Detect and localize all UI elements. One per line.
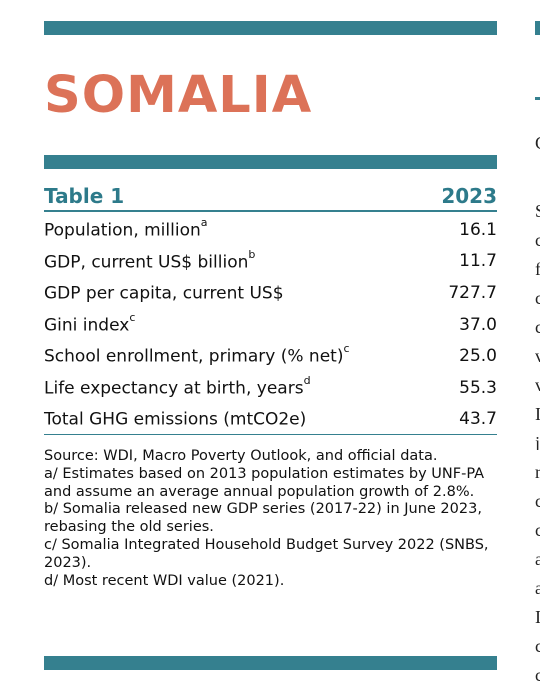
row-value: 55.3 bbox=[459, 377, 497, 398]
table-top-teal-bar bbox=[44, 155, 497, 169]
table-label: Table 1 bbox=[44, 184, 125, 208]
row-label: GDP per capita, current US$ bbox=[44, 283, 284, 304]
footnote-marker: b bbox=[248, 247, 256, 261]
adjacent-text-fragment: c bbox=[535, 320, 540, 334]
footnote-b: b/ Somalia released new GDP series (2017… bbox=[44, 501, 482, 536]
footnote-marker: c bbox=[129, 310, 136, 324]
row-label: Population, milliona bbox=[44, 215, 208, 241]
table-row: Life expectancy at birth, yearsd 55.3 bbox=[44, 372, 497, 404]
source-note: Source: WDI, Macro Poverty Outlook, and … bbox=[44, 448, 438, 464]
adjacent-text-fragment: c bbox=[535, 291, 540, 305]
table-row: Gini indexc 37.0 bbox=[44, 309, 497, 341]
adjacent-teal-bar bbox=[535, 21, 540, 35]
top-teal-bar bbox=[44, 21, 497, 35]
footnote-a: a/ Estimates based on 2013 population es… bbox=[44, 465, 485, 500]
table-row: GDP per capita, current US$ 727.7 bbox=[44, 277, 497, 309]
adjacent-text-fragment: c bbox=[535, 523, 540, 537]
adjacent-text-fragment: v bbox=[535, 349, 540, 363]
adjacent-text-fragment: S bbox=[535, 204, 540, 218]
row-label: Total GHG emissions (mtCO2e) bbox=[44, 409, 307, 430]
table-row: Population, milliona 16.1 bbox=[44, 214, 497, 246]
table-row: School enrollment, primary (% net)c 25.0 bbox=[44, 340, 497, 372]
adjacent-text-fragment: j bbox=[535, 436, 540, 450]
footnote-marker: c bbox=[343, 342, 350, 356]
adjacent-column-edge: C S c f c c v v I j r c c a a I c c bbox=[535, 0, 540, 696]
row-value: 43.7 bbox=[459, 408, 497, 429]
table-year: 2023 bbox=[441, 184, 497, 208]
row-value: 727.7 bbox=[448, 282, 497, 303]
table-row: Total GHG emissions (mtCO2e) 43.7 bbox=[44, 404, 497, 436]
indicator-table: Population, milliona 16.1 GDP, current U… bbox=[44, 214, 497, 436]
row-value: 37.0 bbox=[459, 314, 497, 335]
adjacent-text-fragment: r bbox=[535, 465, 540, 479]
bottom-teal-bar bbox=[44, 656, 497, 670]
adjacent-text-fragment: f bbox=[535, 262, 540, 276]
adjacent-text-fragment: I bbox=[535, 407, 540, 421]
adjacent-text-fragment: c bbox=[535, 639, 540, 653]
adjacent-text-fragment: c bbox=[535, 494, 540, 508]
table-notes: Source: WDI, Macro Poverty Outlook, and … bbox=[44, 448, 489, 590]
adjacent-text-fragment: I bbox=[535, 610, 540, 624]
table-header: Table 1 2023 bbox=[44, 182, 497, 212]
adjacent-text-fragment: c bbox=[535, 668, 540, 682]
adjacent-heading-rule bbox=[535, 97, 540, 100]
row-value: 25.0 bbox=[459, 346, 497, 367]
row-label: Life expectancy at birth, yearsd bbox=[44, 373, 311, 399]
row-label: Gini indexc bbox=[44, 310, 136, 336]
row-value: 16.1 bbox=[459, 219, 497, 240]
footnote-c: c/ Somalia Integrated Household Budget S… bbox=[44, 536, 489, 571]
footnote-marker: d bbox=[303, 373, 311, 387]
footnote-d: d/ Most recent WDI value (2021). bbox=[44, 572, 285, 589]
adjacent-text-fragment: a bbox=[535, 581, 540, 595]
footnote-marker: a bbox=[200, 215, 208, 229]
country-title: SOMALIA bbox=[44, 66, 313, 125]
row-label: School enrollment, primary (% net)c bbox=[44, 342, 350, 367]
row-label: GDP, current US$ billionb bbox=[44, 247, 256, 273]
adjacent-text-fragment: a bbox=[535, 552, 540, 566]
table-row: GDP, current US$ billionb 11.7 bbox=[44, 246, 497, 278]
row-value: 11.7 bbox=[459, 251, 497, 272]
adjacent-text-fragment: c bbox=[535, 233, 540, 247]
adjacent-text-fragment: C bbox=[535, 136, 540, 150]
adjacent-text-fragment: v bbox=[535, 378, 540, 392]
